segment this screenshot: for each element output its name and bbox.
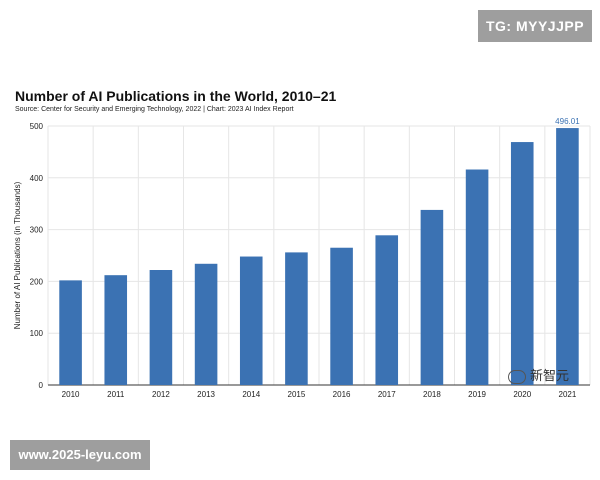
bar-2012 [149, 270, 173, 385]
x-tick-label: 2016 [333, 390, 351, 399]
bar-2011 [104, 275, 128, 385]
bar-2016 [330, 247, 353, 385]
footer-badge: www.2025-leyu.com [10, 440, 150, 470]
x-tick-label: 2018 [423, 390, 441, 399]
x-tick-label: 2019 [468, 390, 486, 399]
x-tick-label: 2010 [62, 390, 80, 399]
y-tick-label: 400 [30, 174, 44, 183]
y-tick-label: 300 [30, 226, 44, 235]
bar-2019 [465, 169, 489, 385]
chart-title: Number of AI Publications in the World, … [15, 88, 337, 104]
bar-2015 [285, 252, 308, 385]
x-tick-label: 2017 [378, 390, 396, 399]
watermark: 新智元 [508, 365, 569, 384]
watermark-text: 新智元 [530, 368, 570, 383]
y-tick-label: 100 [30, 329, 44, 338]
x-tick-label: 2013 [197, 390, 215, 399]
bar-2017 [375, 235, 399, 385]
chart-subtitle: Source: Center for Security and Emerging… [15, 106, 294, 113]
x-tick-label: 2011 [107, 390, 125, 399]
y-tick-label: 500 [30, 122, 44, 131]
bar-2020 [510, 142, 534, 385]
tg-badge: TG: MYYJJPP [478, 10, 592, 42]
x-tick-label: 2021 [559, 390, 577, 399]
bar-2021 [556, 128, 579, 385]
data-label: 496.01 [555, 117, 580, 126]
x-tick-label: 2015 [288, 390, 306, 399]
bar-2010 [59, 280, 82, 385]
y-tick-label: 200 [30, 277, 44, 286]
x-tick-label: 2014 [242, 390, 260, 399]
y-axis-label: Number of AI Publications (in Thousands) [13, 181, 22, 329]
x-tick-label: 2012 [152, 390, 170, 399]
bar-2018 [420, 209, 444, 385]
bar-2013 [194, 263, 218, 385]
y-tick-label: 0 [39, 381, 44, 390]
bar-chart: 0 100 200 300 400 500 2010 2011 2012 2013 2014 2015… [13, 117, 591, 399]
bar-2014 [239, 256, 263, 385]
x-tick-label: 2020 [513, 390, 531, 399]
wechat-icon [508, 369, 526, 384]
